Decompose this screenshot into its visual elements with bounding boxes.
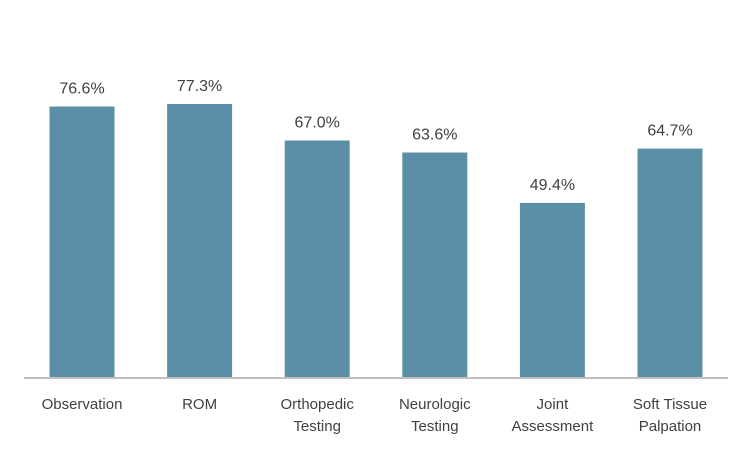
category-tick-label: Neurologic [399, 396, 471, 413]
bar [402, 152, 468, 378]
category-tick-label: Soft Tissue [633, 396, 707, 413]
bar-value-label: 49.4% [530, 177, 575, 194]
bar [167, 104, 233, 378]
bar [519, 202, 585, 378]
bar [637, 148, 703, 378]
category-tick-label: Observation [42, 396, 123, 413]
bar [49, 106, 115, 378]
category-tick-label: ROM [182, 396, 217, 413]
bar [284, 140, 350, 378]
category-tick-label: Assessment [512, 418, 595, 435]
category-labels-layer: Observation ROM Orthopedic Testing Neurologi… [42, 396, 708, 435]
category-tick-label: Orthopedic [281, 396, 355, 413]
category-tick-label: Testing [411, 418, 459, 435]
value-labels-layer: 76.6% 77.3% 67.0% 63.6% 49.4% 64.7% [59, 78, 692, 194]
bar-value-label: 64.7% [647, 123, 692, 140]
bar-value-label: 76.6% [59, 81, 104, 98]
bar-value-label: 67.0% [295, 115, 340, 132]
bar-value-label: 77.3% [177, 78, 222, 95]
bar-value-label: 63.6% [412, 127, 457, 144]
category-tick-label: Testing [293, 418, 341, 435]
category-tick-label: Joint [537, 396, 570, 413]
bars-layer [49, 104, 703, 378]
category-tick-label: Palpation [639, 418, 702, 435]
